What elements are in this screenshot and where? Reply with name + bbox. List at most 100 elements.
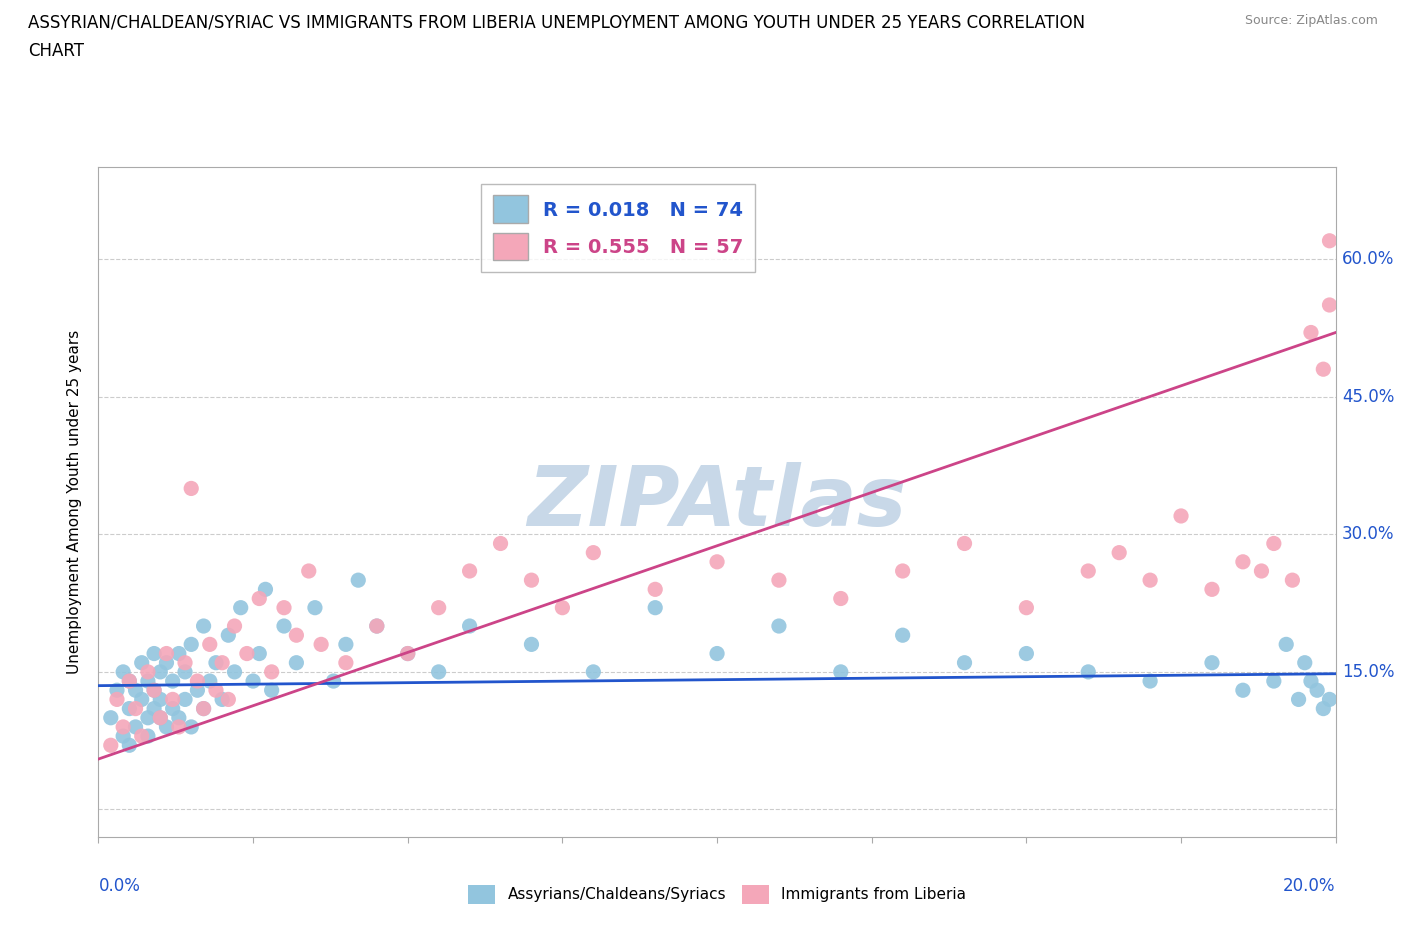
Point xyxy=(162,692,184,707)
Point xyxy=(1232,554,1254,569)
Point xyxy=(830,591,852,606)
Point xyxy=(891,628,914,643)
Text: 60.0%: 60.0% xyxy=(1341,250,1395,268)
Point xyxy=(582,545,605,560)
Point xyxy=(162,701,184,716)
Point xyxy=(1015,600,1038,615)
Point xyxy=(131,692,153,707)
Point xyxy=(458,564,481,578)
Point xyxy=(582,664,605,679)
Point xyxy=(149,664,172,679)
Point xyxy=(285,656,308,671)
Point xyxy=(193,618,215,633)
Point xyxy=(520,573,543,588)
Point xyxy=(124,683,146,698)
Text: ASSYRIAN/CHALDEAN/SYRIAC VS IMMIGRANTS FROM LIBERIA UNEMPLOYMENT AMONG YOUTH UND: ASSYRIAN/CHALDEAN/SYRIAC VS IMMIGRANTS F… xyxy=(28,14,1085,32)
Point xyxy=(174,664,197,679)
Point xyxy=(1139,573,1161,588)
Point xyxy=(1294,656,1316,671)
Point xyxy=(205,656,228,671)
Point xyxy=(768,573,790,588)
Point xyxy=(304,600,326,615)
Point xyxy=(335,637,357,652)
Point xyxy=(260,664,283,679)
Point xyxy=(149,711,172,725)
Point xyxy=(155,656,177,671)
Y-axis label: Unemployment Among Youth under 25 years: Unemployment Among Youth under 25 years xyxy=(67,330,83,674)
Point xyxy=(174,656,197,671)
Point xyxy=(830,664,852,679)
Point xyxy=(143,646,166,661)
Point xyxy=(180,481,202,496)
Point xyxy=(131,729,153,744)
Point xyxy=(105,692,128,707)
Point xyxy=(1232,683,1254,698)
Point xyxy=(143,683,166,698)
Point xyxy=(247,646,270,661)
Point xyxy=(105,683,128,698)
Point xyxy=(1306,683,1329,698)
Text: ZIPAtlas: ZIPAtlas xyxy=(527,461,907,543)
Point xyxy=(1201,656,1223,671)
Point xyxy=(1201,582,1223,597)
Point xyxy=(396,646,419,661)
Point xyxy=(198,673,221,688)
Point xyxy=(1319,233,1341,248)
Point xyxy=(273,600,295,615)
Point xyxy=(149,711,172,725)
Point xyxy=(136,711,159,725)
Point xyxy=(112,664,135,679)
Text: 15.0%: 15.0% xyxy=(1341,663,1395,681)
Point xyxy=(1015,646,1038,661)
Point xyxy=(335,656,357,671)
Point xyxy=(112,720,135,735)
Text: CHART: CHART xyxy=(28,42,84,60)
Point xyxy=(1319,298,1341,312)
Text: 45.0%: 45.0% xyxy=(1341,388,1395,405)
Point xyxy=(768,618,790,633)
Point xyxy=(1250,564,1272,578)
Point xyxy=(322,673,344,688)
Point xyxy=(118,673,141,688)
Point xyxy=(236,646,259,661)
Point xyxy=(366,618,388,633)
Point xyxy=(706,646,728,661)
Point xyxy=(396,646,419,661)
Point xyxy=(124,701,146,716)
Point xyxy=(193,701,215,716)
Point xyxy=(167,646,190,661)
Point xyxy=(155,720,177,735)
Point xyxy=(143,683,166,698)
Point xyxy=(644,582,666,597)
Point xyxy=(224,618,246,633)
Point xyxy=(136,673,159,688)
Point xyxy=(1108,545,1130,560)
Point xyxy=(1281,573,1303,588)
Point xyxy=(1312,362,1334,377)
Point xyxy=(198,637,221,652)
Point xyxy=(136,664,159,679)
Point xyxy=(211,656,233,671)
Point xyxy=(1077,564,1099,578)
Text: 20.0%: 20.0% xyxy=(1284,877,1336,896)
Point xyxy=(162,673,184,688)
Point xyxy=(136,729,159,744)
Point xyxy=(1139,673,1161,688)
Point xyxy=(1275,637,1298,652)
Point xyxy=(1319,692,1341,707)
Point xyxy=(273,618,295,633)
Point xyxy=(193,701,215,716)
Point xyxy=(217,692,239,707)
Point xyxy=(180,637,202,652)
Point xyxy=(180,720,202,735)
Point xyxy=(167,711,190,725)
Point xyxy=(229,600,252,615)
Point xyxy=(260,683,283,698)
Point xyxy=(298,564,321,578)
Point xyxy=(100,711,122,725)
Text: 30.0%: 30.0% xyxy=(1341,525,1395,543)
Point xyxy=(551,600,574,615)
Point xyxy=(953,536,976,551)
Point xyxy=(458,618,481,633)
Point xyxy=(427,600,450,615)
